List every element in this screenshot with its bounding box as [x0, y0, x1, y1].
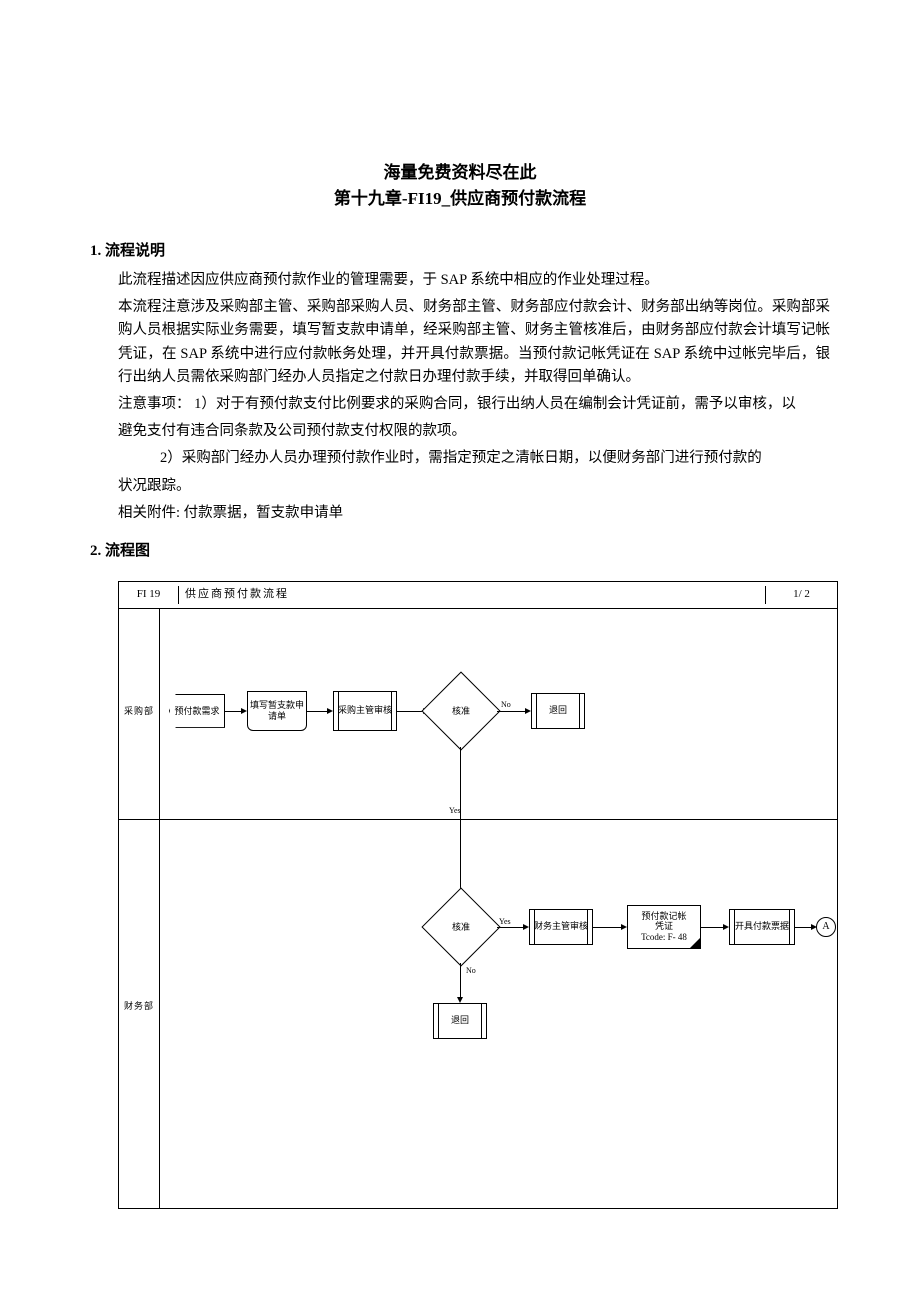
node-decision-1-label: 核准	[433, 683, 489, 739]
edge	[701, 927, 725, 928]
node-connector: A	[816, 917, 836, 937]
section-1-head: 1. 流程说明	[90, 239, 830, 263]
sec1-p4a: 2）采购部门经办人员办理预付款作业时，需指定预定之清帐日期，以便财务部门进行预付…	[160, 447, 830, 470]
label-yes-1: Yes	[449, 805, 461, 818]
lane-label-top: 采购部	[120, 704, 158, 718]
node-proc2: 财务主管审核	[529, 909, 593, 945]
node-start: 预付款需求	[169, 694, 225, 728]
node-proc3: 开具付款票据	[729, 909, 795, 945]
tcode-l1: 预付款记帐	[641, 911, 686, 922]
page-title-block: 海量免费资料尽在此 第十九章-FI19_供应商预付款流程	[90, 160, 830, 211]
flow-header-code: FI 19	[119, 586, 179, 604]
tcode-l3: Tcode: F- 48	[641, 932, 687, 943]
flow-header-page: 1/ 2	[765, 586, 837, 604]
lane-col-divider	[159, 609, 160, 1208]
edge	[460, 747, 461, 895]
node-doc1: 填写暂支款申请单	[247, 691, 307, 731]
label-yes-2: Yes	[499, 916, 511, 929]
label-no-2: No	[466, 965, 476, 978]
edge	[307, 711, 329, 712]
flow-header: FI 19 供应商预付款流程 1/ 2	[118, 581, 838, 609]
node-proc1: 采购主管审核	[333, 691, 397, 731]
title-line-2: 第十九章-FI19_供应商预付款流程	[90, 186, 830, 212]
sec1-p3a: 注意事项： 1）对于有预付款支付比例要求的采购合同，银行出纳人员在编制会计凭证前…	[118, 393, 830, 416]
sec1-p1: 此流程描述因应供应商预付款作业的管理需要，于 SAP 系统中相应的作业处理过程。	[118, 269, 830, 292]
lane-label-bottom: 财务部	[120, 999, 158, 1013]
sec1-p4b: 状况跟踪。	[118, 475, 830, 498]
flow-header-title: 供应商预付款流程	[179, 586, 765, 604]
flowchart: FI 19 供应商预付款流程 1/ 2 采购部 财务部 预付款需求 填写暂支款申…	[118, 581, 838, 1209]
flow-body: 采购部 财务部 预付款需求 填写暂支款申请单 采购主管审核 核准 No 退回 Y…	[118, 609, 838, 1209]
node-tcode: 预付款记帐 凭证 Tcode: F- 48	[627, 905, 701, 949]
node-return-1: 退回	[531, 693, 585, 729]
sec1-p3b: 避免支付有违合同条款及公司预付款支付权限的款项。	[118, 420, 830, 443]
node-return-2: 退回	[433, 1003, 487, 1039]
node-decision-2-label: 核准	[433, 899, 489, 955]
tcode-corner-icon	[689, 937, 701, 949]
label-no-1: No	[501, 699, 511, 712]
title-line-1: 海量免费资料尽在此	[90, 160, 830, 186]
sec1-p2: 本流程注意涉及采购部主管、采购部采购人员、财务部主管、财务部应付款会计、财务部出…	[118, 296, 830, 389]
sec1-p5: 相关附件: 付款票据，暂支款申请单	[118, 502, 830, 525]
edge	[460, 963, 461, 999]
section-2-head: 2. 流程图	[90, 539, 830, 563]
lane-row-divider	[119, 819, 837, 820]
tcode-l2: 凭证	[655, 921, 673, 932]
edge	[593, 927, 623, 928]
